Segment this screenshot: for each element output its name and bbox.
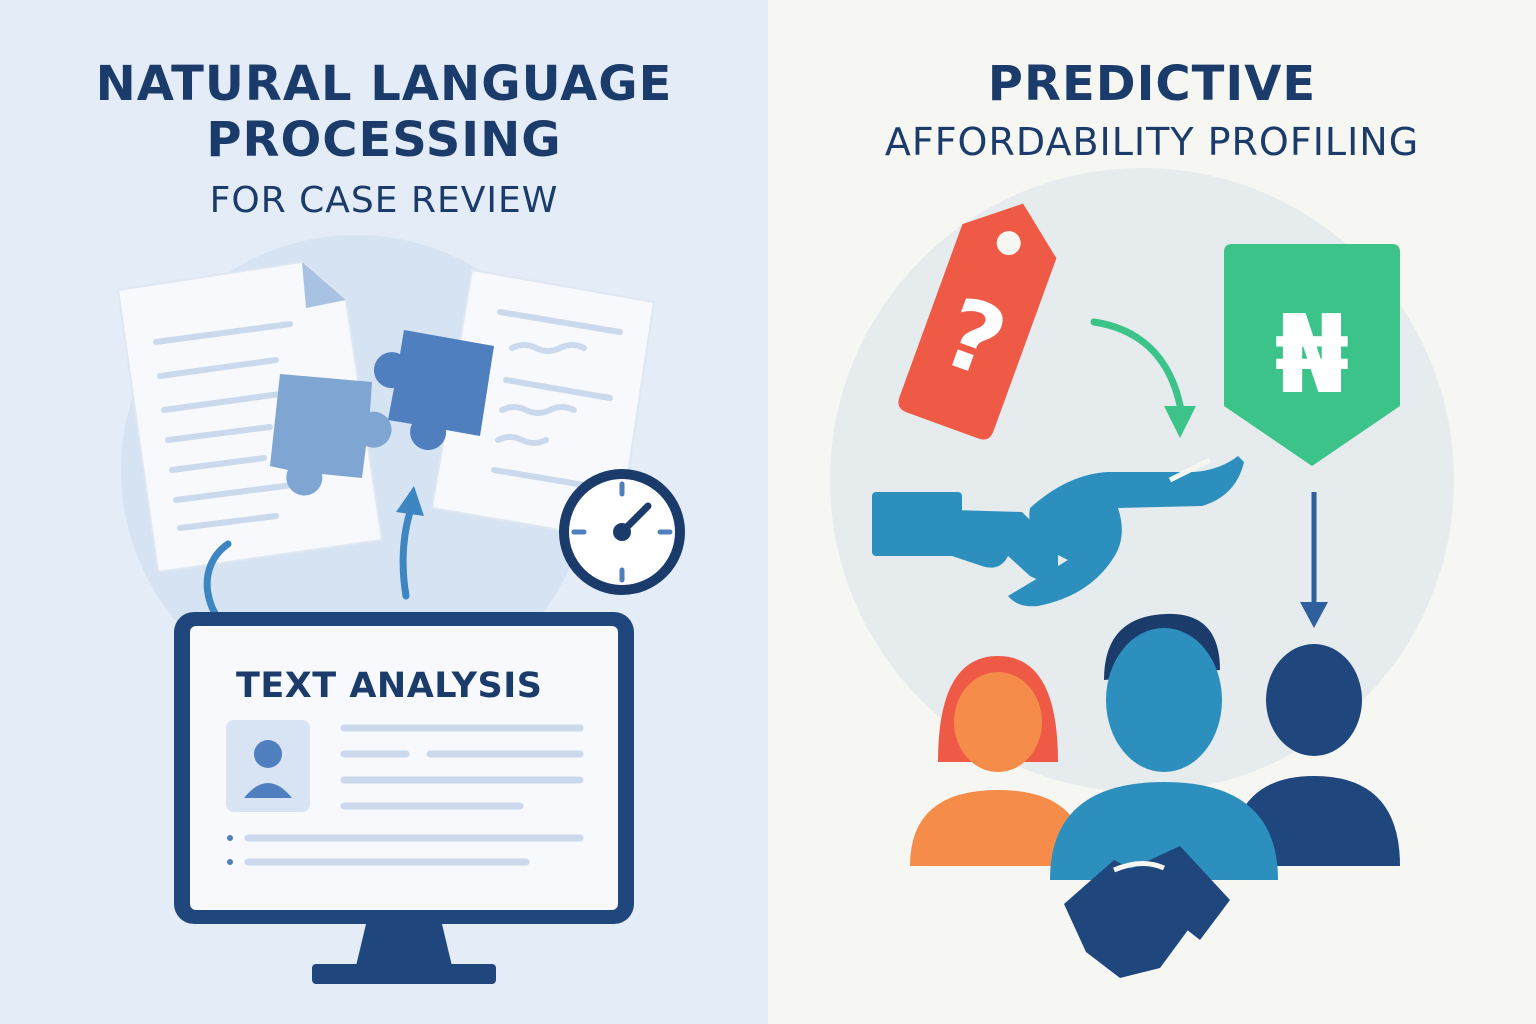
nlp-subtitle: FOR CASE REVIEW — [209, 180, 559, 221]
person-blue — [1050, 613, 1278, 880]
naira-symbol: ₦ — [1274, 293, 1349, 418]
arrow-head — [396, 486, 424, 516]
nlp-panel: NATURAL LANGUAGE PROCESSING FOR CASE REV… — [0, 0, 768, 1024]
arrow-icon — [1090, 318, 1186, 420]
stopwatch-icon — [559, 469, 685, 595]
user-avatar-icon — [226, 720, 310, 812]
affordability-title: PREDICTIVE — [987, 56, 1317, 112]
price-tag-icon: ? — [898, 203, 1057, 440]
text-lines — [244, 724, 584, 866]
nlp-title-line-1: NATURAL LANGUAGE — [95, 56, 673, 112]
affordability-panel: ? ₦ — [768, 0, 1536, 1024]
helping-hand-icon — [872, 456, 1244, 607]
document-icon — [116, 260, 384, 574]
nlp-illustration — [116, 235, 685, 984]
affordability-subtitle: AFFORDABILITY PROFILING — [884, 120, 1420, 164]
nlp-title-line-2: PROCESSING — [206, 112, 562, 168]
naira-badge-icon: ₦ — [1224, 244, 1400, 466]
affordability-illustration: ? ₦ — [830, 168, 1454, 978]
arrow-head — [1300, 602, 1328, 628]
bullet-icon — [227, 835, 233, 841]
arrow-head — [1164, 406, 1196, 438]
handshake-icon — [1064, 846, 1230, 978]
puzzle-icon — [270, 330, 494, 496]
bullet-icon — [227, 859, 233, 865]
monitor-label: TEXT ANALYSIS — [236, 666, 543, 706]
person-orange — [910, 656, 1086, 866]
people-group-icon — [910, 613, 1400, 880]
